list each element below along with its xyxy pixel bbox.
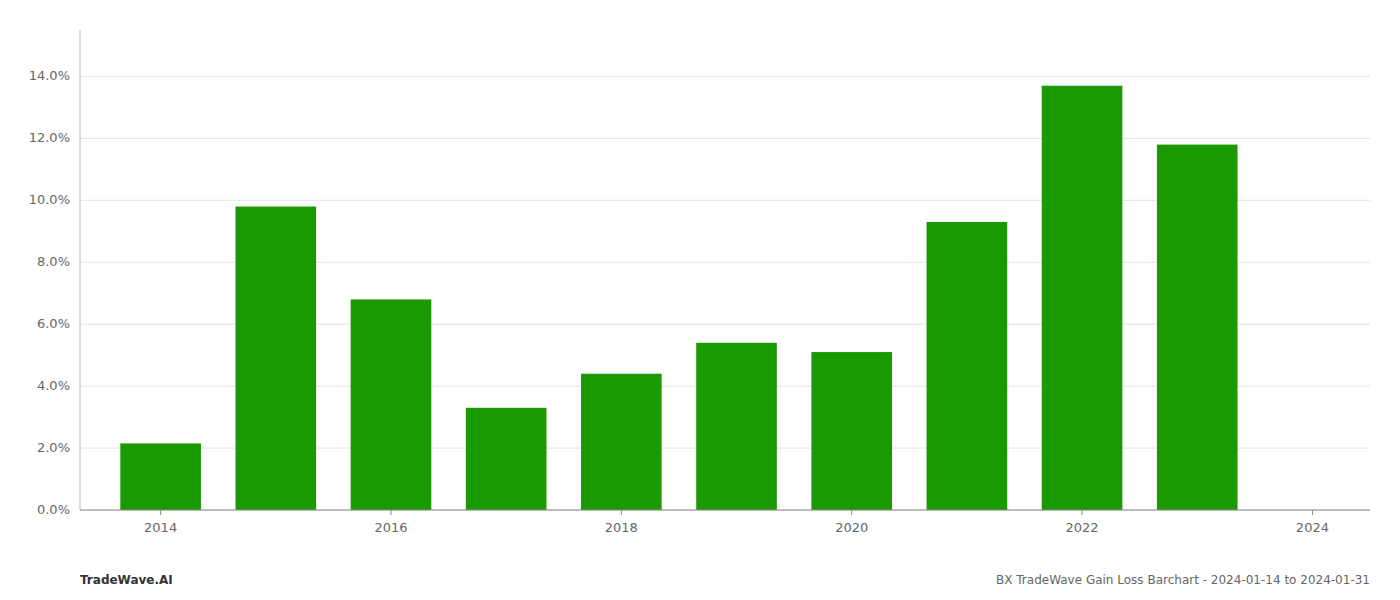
bar	[235, 207, 316, 510]
bar	[927, 222, 1008, 510]
y-tick-label: 10.0%	[29, 192, 70, 207]
y-tick-label: 12.0%	[29, 130, 70, 145]
bars	[120, 86, 1237, 510]
y-tick-label: 2.0%	[37, 440, 70, 455]
bar	[696, 343, 777, 510]
x-tick-label: 2016	[374, 520, 407, 535]
x-axis-line	[80, 510, 1370, 511]
bar	[351, 299, 432, 510]
y-tick-label: 0.0%	[37, 502, 70, 517]
x-tick-label: 2022	[1066, 520, 1099, 535]
x-tick	[1312, 510, 1313, 515]
footer-left: TradeWave.AI	[80, 573, 173, 587]
bar	[466, 408, 547, 510]
x-tick	[851, 510, 852, 515]
x-tick-label: 2020	[835, 520, 868, 535]
x-tick-label: 2014	[144, 520, 177, 535]
y-tick-label: 4.0%	[37, 378, 70, 393]
x-tick	[160, 510, 161, 515]
grid-line	[80, 76, 1370, 77]
y-axis-line	[80, 30, 81, 510]
x-tick-label: 2024	[1296, 520, 1329, 535]
x-tick-label: 2018	[605, 520, 638, 535]
bar	[1157, 145, 1238, 510]
x-tick	[1082, 510, 1083, 515]
chart: 0.0% 2.0% 4.0% 6.0% 8.0% 10.0% 12.0% 14.0% 2014 2…	[0, 0, 1400, 600]
y-tick-label: 8.0%	[37, 254, 70, 269]
y-grid	[80, 76, 1370, 510]
bar	[581, 374, 662, 510]
x-tick	[390, 510, 391, 515]
y-tick-label: 14.0%	[29, 68, 70, 83]
grid-line	[80, 510, 1370, 511]
grid-line	[80, 138, 1370, 139]
bar	[811, 352, 892, 510]
bar	[1042, 86, 1123, 510]
y-tick-label: 6.0%	[37, 316, 70, 331]
footer-right: BX TradeWave Gain Loss Barchart - 2024-0…	[996, 573, 1370, 587]
x-tick	[621, 510, 622, 515]
bar	[120, 443, 201, 510]
